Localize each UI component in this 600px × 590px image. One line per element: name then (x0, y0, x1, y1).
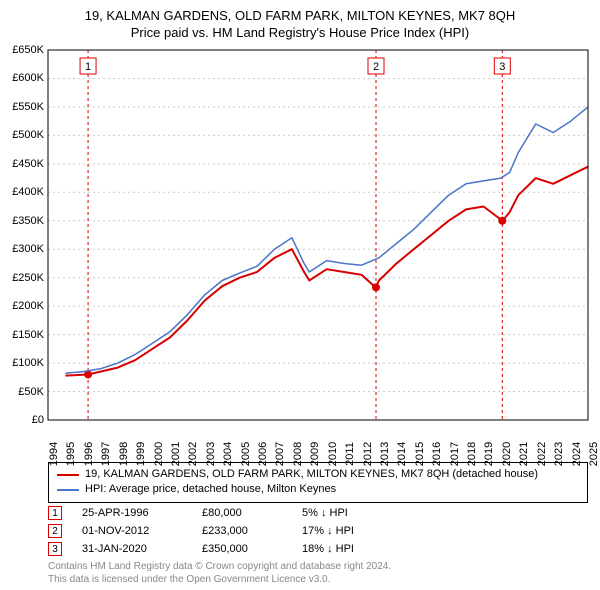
event-marker-box: 3 (48, 542, 62, 556)
footer-line1: Contains HM Land Registry data © Crown c… (48, 560, 588, 573)
svg-text:2: 2 (373, 61, 379, 73)
event-row: 1 25-APR-1996 £80,000 5% ↓ HPI (48, 504, 588, 522)
event-marker-box: 1 (48, 506, 62, 520)
y-tick-label: £300K (12, 243, 44, 255)
event-diff: 17% ↓ HPI (302, 525, 402, 537)
y-tick-label: £200K (12, 300, 44, 312)
y-tick-label: £350K (12, 215, 44, 227)
event-diff: 5% ↓ HPI (302, 507, 402, 519)
event-price: £350,000 (202, 543, 282, 555)
y-tick-label: £100K (12, 357, 44, 369)
event-price: £233,000 (202, 525, 282, 537)
events-table: 1 25-APR-1996 £80,000 5% ↓ HPI 2 01-NOV-2012 £… (48, 504, 588, 558)
x-axis-labels: 1994199519961997199819992000200120022003… (48, 422, 588, 460)
title-line1: 19, KALMAN GARDENS, OLD FARM PARK, MILTO… (10, 8, 590, 23)
y-tick-label: £150K (12, 329, 44, 341)
event-date: 01-NOV-2012 (82, 525, 182, 537)
y-tick-label: £500K (12, 129, 44, 141)
y-tick-label: £450K (12, 158, 44, 170)
event-marker-box: 2 (48, 524, 62, 538)
legend-row: 19, KALMAN GARDENS, OLD FARM PARK, MILTO… (57, 467, 579, 482)
event-date: 31-JAN-2020 (82, 543, 182, 555)
y-axis-labels: £0£50K£100K£150K£200K£250K£300K£350K£400… (0, 50, 46, 420)
chart-plot-area: 1 2 3 (48, 50, 588, 420)
x-tick-label: 2025 (588, 442, 600, 466)
legend-swatch (57, 474, 79, 476)
event-row: 3 31-JAN-2020 £350,000 18% ↓ HPI (48, 540, 588, 558)
y-tick-label: £50K (18, 386, 44, 398)
y-tick-label: £400K (12, 186, 44, 198)
event-price: £80,000 (202, 507, 282, 519)
footer-line2: This data is licensed under the Open Gov… (48, 573, 588, 586)
footer-attribution: Contains HM Land Registry data © Crown c… (48, 560, 588, 586)
event-date: 25-APR-1996 (82, 507, 182, 519)
y-tick-label: £250K (12, 272, 44, 284)
title-block: 19, KALMAN GARDENS, OLD FARM PARK, MILTO… (0, 0, 600, 44)
legend-swatch (57, 489, 79, 491)
title-line2: Price paid vs. HM Land Registry's House … (10, 25, 590, 40)
chart-container: 19, KALMAN GARDENS, OLD FARM PARK, MILTO… (0, 0, 600, 590)
event-diff: 18% ↓ HPI (302, 543, 402, 555)
y-tick-label: £0 (32, 414, 44, 426)
y-tick-label: £600K (12, 72, 44, 84)
event-row: 2 01-NOV-2012 £233,000 17% ↓ HPI (48, 522, 588, 540)
y-tick-label: £550K (12, 101, 44, 113)
svg-text:3: 3 (499, 61, 505, 73)
chart-svg: 1 2 3 (48, 50, 588, 420)
legend-label: HPI: Average price, detached house, Milt… (85, 482, 336, 497)
legend-box: 19, KALMAN GARDENS, OLD FARM PARK, MILTO… (48, 462, 588, 503)
svg-text:1: 1 (85, 61, 91, 73)
legend-label: 19, KALMAN GARDENS, OLD FARM PARK, MILTO… (85, 467, 538, 482)
y-tick-label: £650K (12, 44, 44, 56)
legend-row: HPI: Average price, detached house, Milt… (57, 482, 579, 497)
